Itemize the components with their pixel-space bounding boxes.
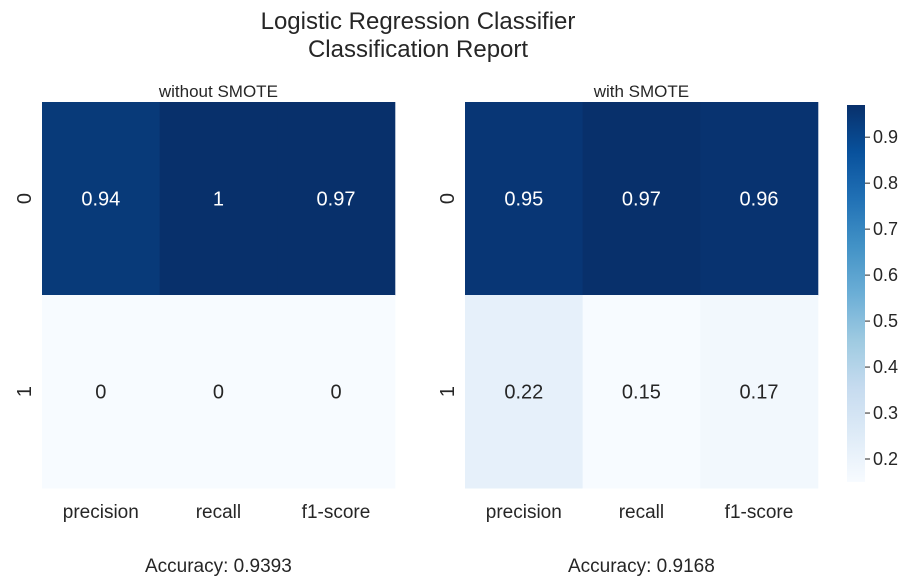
heatmap-cell [465, 295, 584, 489]
cell-value-label: 0.22 [504, 382, 543, 404]
heatmap-cell [582, 295, 701, 489]
colorbar-tick-label: 0.7 [873, 219, 898, 239]
heatmap-cell [42, 102, 161, 296]
x-tick-label: recall [196, 502, 241, 523]
x-tick-label: precision [63, 502, 139, 523]
colorbar-tick-label: 0.6 [873, 265, 898, 285]
x-tick-label: f1-score [725, 502, 794, 523]
x-tick-label: precision [486, 502, 562, 523]
heatmap-cell [465, 102, 584, 296]
cell-value-label: 1 [213, 189, 224, 211]
cell-value-label: 0 [330, 382, 341, 404]
cell-value-label: 0.94 [81, 189, 120, 211]
colorbar-tick-label: 0.3 [873, 403, 898, 423]
heatmap-cell [159, 295, 278, 489]
cell-value-label: 0.97 [317, 189, 356, 211]
colorbar-tick-label: 0.9 [873, 127, 898, 147]
chart-title: Logistic Regression Classifier [261, 8, 576, 35]
heatmap-cell [159, 102, 278, 296]
panel-title: with SMOTE [593, 82, 689, 101]
heatmap-cell [582, 102, 701, 296]
panel-title: without SMOTE [158, 82, 278, 101]
cell-value-label: 0.17 [740, 382, 779, 404]
cell-value-label: 0.15 [622, 382, 661, 404]
cell-value-label: 0.97 [622, 189, 661, 211]
x-tick-label: recall [619, 502, 664, 523]
accuracy-label: Accuracy: 0.9393 [145, 556, 292, 577]
accuracy-label: Accuracy: 0.9168 [568, 556, 715, 577]
y-tick-label: 1 [437, 386, 459, 397]
heatmap-cell [700, 295, 819, 489]
cell-value-label: 0 [95, 382, 106, 404]
colorbar-tick-label: 0.4 [873, 357, 898, 377]
colorbar-tick-label: 0.2 [873, 449, 898, 469]
colorbar-tick-label: 0.8 [873, 173, 898, 193]
cell-value-label: 0 [213, 382, 224, 404]
cell-value-label: 0.95 [504, 189, 543, 211]
cell-value-label: 0.96 [740, 189, 779, 211]
chart-subtitle: Classification Report [308, 36, 528, 63]
colorbar-tick-label: 0.5 [873, 311, 898, 331]
colorbar [847, 105, 865, 482]
heatmap-cell [700, 102, 819, 296]
y-tick-label: 0 [437, 193, 459, 204]
y-tick-label: 1 [14, 386, 36, 397]
y-tick-label: 0 [14, 193, 36, 204]
heatmap-cell [277, 102, 396, 296]
heatmap-cell [277, 295, 396, 489]
x-tick-label: f1-score [302, 502, 371, 523]
heatmap-cell [42, 295, 161, 489]
